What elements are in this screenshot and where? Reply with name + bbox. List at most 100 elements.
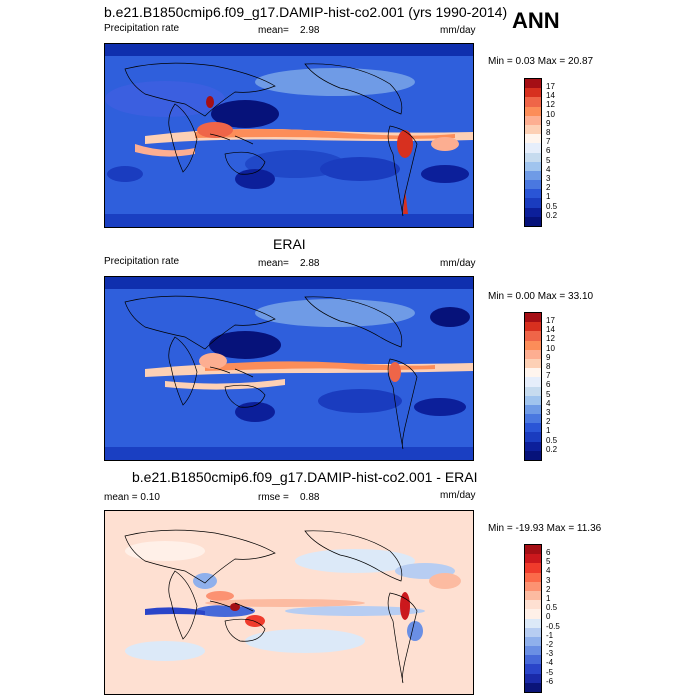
- panel1-colorbar-swatch: [525, 207, 541, 217]
- panel2-colorbar-swatch: [525, 322, 541, 332]
- panel1-mean-label: mean=: [258, 25, 289, 36]
- panel2-tick: 14: [546, 325, 555, 334]
- panel1-colorbar-swatch: [525, 180, 541, 190]
- panel3-tick: -4: [546, 658, 554, 667]
- panel2-tick: 5: [546, 390, 551, 399]
- panel1-units: mm/day: [440, 25, 476, 36]
- panel2-colorbar: [524, 312, 542, 461]
- panel3-colorbar-swatch: [525, 682, 541, 692]
- panel3-colorbar-swatch: [525, 655, 541, 665]
- panel1-colorbar-swatch: [525, 170, 541, 181]
- panel2-tick: 17: [546, 316, 555, 325]
- panel1-tick: 14: [546, 91, 555, 100]
- panel2-variable-label: Precipitation rate: [104, 256, 180, 267]
- panel1-colorbar-swatch: [525, 134, 541, 144]
- panel1-tick: 9: [546, 119, 551, 128]
- panel3-colorbar-swatch: [525, 627, 541, 637]
- panel1-title: b.e21.B1850cmip6.f09_g17.DAMIP-hist-co2.…: [104, 4, 508, 20]
- panel3-colorbar-swatch: [525, 673, 541, 683]
- panel3-tick: 0.5: [546, 603, 558, 612]
- panel2-units: mm/day: [440, 258, 476, 269]
- panel3-tick: 3: [546, 576, 551, 585]
- panel1-tick: 5: [546, 156, 551, 165]
- panel2-colorbar-swatch: [525, 340, 541, 350]
- panel1-colorbar-swatch: [525, 115, 541, 125]
- panel1-tick: 0.5: [546, 202, 558, 211]
- panel2-mean-value: 2.88: [300, 258, 320, 269]
- panel3-tick: -1: [546, 631, 554, 640]
- panel1-tick: 12: [546, 100, 555, 109]
- panel1-colorbar-swatch: [525, 198, 541, 208]
- panel2-tick: 10: [546, 344, 555, 353]
- panel3-colorbar-swatch: [525, 664, 541, 674]
- panel2-colorbar-swatch: [525, 386, 541, 396]
- panel2-tick: 6: [546, 380, 551, 389]
- panel2-map: [104, 276, 474, 461]
- panel1-tick: 8: [546, 128, 551, 137]
- season-label: ANN: [512, 8, 560, 33]
- panel3-colorbar-swatch: [525, 590, 541, 601]
- panel1-colorbar-swatch: [525, 189, 541, 199]
- panel1-tick: 10: [546, 110, 555, 119]
- panel3-colorbar-swatch: [525, 554, 541, 564]
- panel1-colorbar-swatch: [525, 79, 541, 89]
- panel3-rmse-label: rmse =: [258, 492, 289, 503]
- panel2-colorbar-swatch: [525, 377, 541, 387]
- panel3-tick: 4: [546, 566, 551, 575]
- panel2-colorbar-swatch: [525, 441, 541, 451]
- panel1-colorbar-swatch: [525, 161, 541, 171]
- panel3-colorbar-swatch: [525, 581, 541, 591]
- panel2-colorbar-swatch: [525, 414, 541, 424]
- panel2-tick: 0.5: [546, 436, 558, 445]
- panel1-tick: 0.2: [546, 211, 558, 220]
- panel1-colorbar-swatch: [525, 88, 541, 98]
- panel1-tick: 1: [546, 192, 551, 201]
- panel3-tick: -6: [546, 677, 554, 686]
- panel1-tick: 2: [546, 183, 551, 192]
- panel3-tick: -2: [546, 640, 554, 649]
- panel2-colorbar-swatch: [525, 349, 541, 359]
- panel1-tick: 4: [546, 165, 551, 174]
- panel2-colorbar-swatch: [525, 368, 541, 378]
- panel3-tick: 0: [546, 612, 551, 621]
- panel2-tick: 12: [546, 334, 555, 343]
- panel2-mean-label: mean=: [258, 258, 289, 269]
- panel1-tick: 6: [546, 146, 551, 155]
- panel1-colorbar-swatch: [525, 106, 541, 116]
- panel3-tick: 6: [546, 548, 551, 557]
- panel2-tick: 9: [546, 353, 551, 362]
- panel1-tick: 3: [546, 174, 551, 183]
- panel1-mean-value: 2.98: [300, 25, 320, 36]
- panel1-map: [104, 43, 474, 228]
- panel1-variable-label: Precipitation rate: [104, 23, 180, 34]
- panel2-colorbar-swatch: [525, 450, 541, 460]
- panel2-tick: 8: [546, 362, 551, 371]
- panel3-map: [104, 510, 474, 695]
- panel3-tick: 2: [546, 585, 551, 594]
- panel1-colorbar-swatch: [525, 124, 541, 135]
- panel3-colorbar-swatch: [525, 618, 541, 628]
- panel3-mean-label: mean = 0.10: [104, 492, 160, 503]
- panel3-title: b.e21.B1850cmip6.f09_g17.DAMIP-hist-co2.…: [132, 469, 478, 485]
- panel2-colorbar-swatch: [525, 331, 541, 341]
- panel2-tick: 0.2: [546, 445, 558, 454]
- panel3-tick: 5: [546, 557, 551, 566]
- panel3-tick: -0.5: [546, 622, 560, 631]
- panel2-colorbar-swatch: [525, 313, 541, 323]
- panel2-colorbar-swatch: [525, 423, 541, 433]
- panel3-colorbar-swatch: [525, 646, 541, 656]
- panel3-tick: 1: [546, 594, 551, 603]
- panel3-minmax: Min = -19.93 Max = 11.36: [488, 523, 602, 534]
- panel3-colorbar-swatch: [525, 600, 541, 610]
- panel1-colorbar-swatch: [525, 152, 541, 162]
- panel2-tick: 3: [546, 408, 551, 417]
- panel3-units: mm/day: [440, 490, 476, 501]
- panel1-tick: 17: [546, 82, 555, 91]
- panel1-colorbar-swatch: [525, 97, 541, 107]
- panel1-colorbar-swatch: [525, 216, 541, 226]
- panel3-tick: -5: [546, 668, 554, 677]
- panel3-tick: -3: [546, 649, 554, 658]
- panel3-colorbar-swatch: [525, 545, 541, 555]
- panel2-tick: 2: [546, 417, 551, 426]
- panel3-colorbar-swatch: [525, 609, 541, 619]
